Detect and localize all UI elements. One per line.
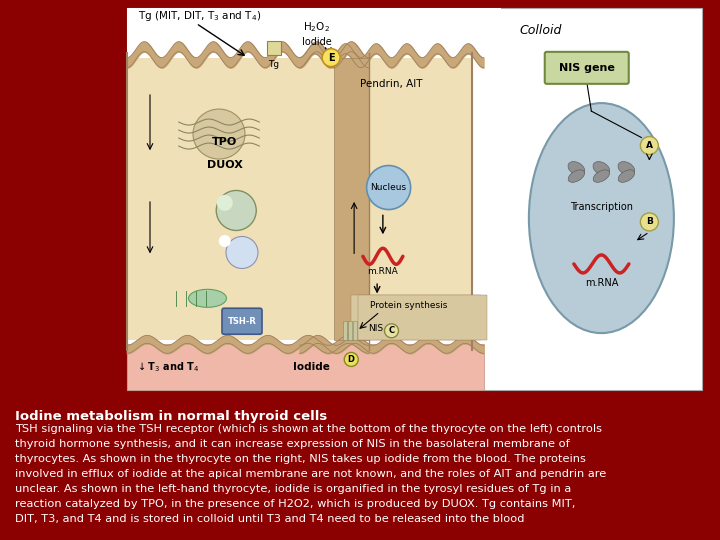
Text: Iodine metabolism in normal thyroid cells: Iodine metabolism in normal thyroid cell… (15, 410, 328, 423)
Text: A: A (646, 141, 653, 150)
Text: C: C (388, 326, 395, 335)
Text: m.RNA: m.RNA (367, 267, 398, 276)
Text: NIS: NIS (369, 325, 384, 333)
Bar (343, 321, 347, 340)
Text: TPO: TPO (212, 137, 238, 147)
Circle shape (344, 353, 359, 367)
Text: unclear. As shown in the left-hand thyrocyte, iodide is organified in the tyrosy: unclear. As shown in the left-hand thyro… (15, 484, 571, 494)
Text: Nucleus: Nucleus (371, 183, 407, 192)
Bar (127, 344, 484, 390)
Text: B: B (646, 218, 653, 226)
Text: Tg: Tg (268, 60, 279, 69)
Text: reaction catalyzed by TPO, in the presence of H2O2, which is produced by DUOX. T: reaction catalyzed by TPO, in the presen… (15, 499, 575, 509)
Bar (127, 35, 369, 340)
Ellipse shape (593, 170, 610, 183)
Text: D: D (348, 355, 355, 364)
Circle shape (384, 324, 398, 338)
Text: DUOX: DUOX (207, 160, 243, 170)
Ellipse shape (568, 161, 585, 176)
Text: Colloid: Colloid (520, 24, 562, 37)
Text: E: E (328, 53, 334, 63)
Ellipse shape (568, 170, 585, 183)
Circle shape (216, 191, 256, 231)
Bar (354, 321, 357, 340)
Circle shape (640, 213, 658, 231)
Text: TSH signaling via the TSH receptor (which is shown at the bottom of the thyrocyt: TSH signaling via the TSH receptor (whic… (15, 424, 602, 434)
Ellipse shape (593, 161, 610, 176)
Circle shape (219, 235, 230, 247)
Text: Iodide: Iodide (302, 37, 332, 48)
Bar (351, 294, 480, 340)
Bar (266, 41, 281, 55)
Text: Transcription: Transcription (570, 201, 633, 212)
Text: $\downarrow$T$_3$ and T$_4$: $\downarrow$T$_3$ and T$_4$ (135, 360, 199, 374)
Text: Tg (MIT, DIT, T$_3$ and T$_4$): Tg (MIT, DIT, T$_3$ and T$_4$) (138, 9, 261, 23)
Text: H$_2$O$_2$: H$_2$O$_2$ (303, 20, 330, 34)
Text: TSH-R: TSH-R (228, 317, 256, 326)
Circle shape (322, 49, 340, 66)
Text: m.RNA: m.RNA (585, 278, 618, 288)
Text: involved in efflux of iodide at the apical membrane are not known, and the roles: involved in efflux of iodide at the apic… (15, 469, 606, 479)
Circle shape (217, 195, 233, 211)
Ellipse shape (189, 289, 227, 307)
Bar (348, 321, 352, 340)
Text: Protein synthesis: Protein synthesis (370, 301, 447, 310)
Text: thyrocytes. As shown in the thyrocyte on the right, NIS takes up iodide from the: thyrocytes. As shown in the thyrocyte on… (15, 454, 586, 464)
Text: NIS gene: NIS gene (559, 63, 615, 73)
Ellipse shape (618, 161, 635, 176)
Bar (300, 35, 472, 340)
FancyBboxPatch shape (545, 52, 629, 84)
Text: DIT, T3, and T4 and is stored in colloid until T3 and T4 need to be released int: DIT, T3, and T4 and is stored in colloid… (15, 514, 524, 524)
Ellipse shape (193, 109, 245, 159)
Bar (334, 58, 369, 340)
Circle shape (640, 137, 658, 154)
Bar (358, 294, 487, 340)
Bar (127, 8, 500, 58)
FancyBboxPatch shape (222, 308, 262, 334)
Text: thyroid hormone synthesis, and it can increase expression of NIS in the basolate: thyroid hormone synthesis, and it can in… (15, 439, 570, 449)
Text: Pendrin, AIT: Pendrin, AIT (360, 79, 423, 90)
Circle shape (226, 237, 258, 268)
Bar (127, 8, 702, 390)
Text: Iodide: Iodide (292, 362, 330, 372)
Ellipse shape (618, 170, 634, 183)
Ellipse shape (529, 103, 674, 333)
Circle shape (366, 166, 410, 210)
